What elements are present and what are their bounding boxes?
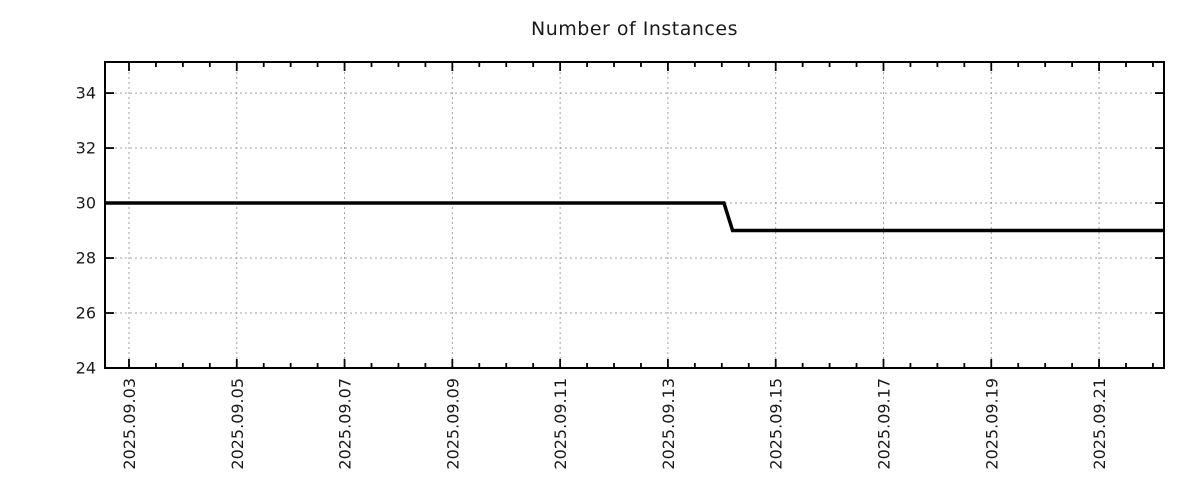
data-line-instances <box>105 201 1164 233</box>
chart-title: Number of Instances <box>531 18 738 40</box>
y-tick-label: 30 <box>76 194 96 213</box>
x-tick-label: 2025.09.17 <box>874 378 893 470</box>
x-tick-label: 2025.09.09 <box>443 378 462 470</box>
y-tick-label: 32 <box>76 139 96 158</box>
x-tick-label: 2025.09.05 <box>228 378 247 470</box>
x-tick-label: 2025.09.13 <box>659 378 678 470</box>
x-tick-label: 2025.09.19 <box>982 378 1001 470</box>
y-tick-label: 34 <box>76 84 96 103</box>
x-tick-label: 2025.09.11 <box>551 378 570 470</box>
y-tick-label: 28 <box>76 249 96 268</box>
y-tick-label: 26 <box>76 304 96 323</box>
x-tick-label: 2025.09.07 <box>336 378 355 470</box>
x-tick-label: 2025.09.15 <box>767 378 786 470</box>
plot-border <box>104 61 1165 369</box>
x-tick-label: 2025.09.21 <box>1090 378 1109 470</box>
y-tick-label: 24 <box>76 359 96 378</box>
x-tick-label: 2025.09.03 <box>120 378 139 470</box>
